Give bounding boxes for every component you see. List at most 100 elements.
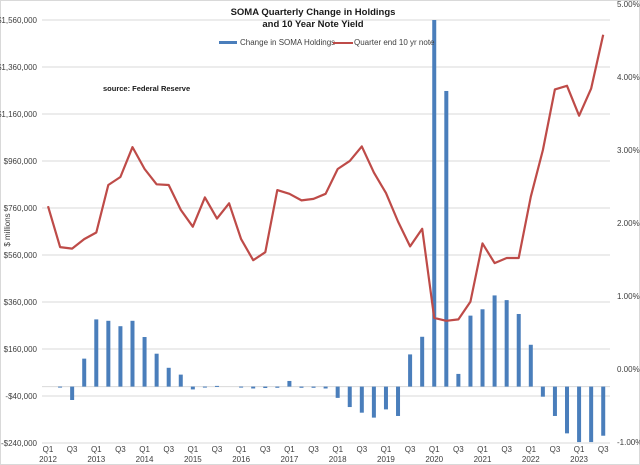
chart-title-line-2: and 10 Year Note Yield	[262, 19, 363, 30]
bar-q3-2019	[408, 354, 413, 387]
x-tick-quarter: Q1	[381, 445, 392, 454]
x-tick-year: 2013	[87, 455, 105, 464]
y-left-tick-label: $960,000	[4, 157, 38, 166]
bar-q3-2021	[504, 300, 509, 387]
legend-label-holdings: Change in SOMA Holdings	[240, 38, 335, 47]
bar-q3-2022	[552, 386, 557, 416]
x-tick-quarter: Q3	[550, 445, 561, 454]
y-axis-left-label: $ millions	[3, 213, 12, 246]
bar-q2-2015	[202, 386, 207, 388]
x-tick-quarter: Q1	[574, 445, 585, 454]
x-tick-quarter: Q1	[188, 445, 199, 454]
x-tick-year: 2019	[377, 455, 395, 464]
bar-q1-2014	[142, 337, 147, 387]
y-left-tick-label: $560,000	[4, 251, 38, 260]
x-tick-quarter: Q3	[212, 445, 223, 454]
bar-q1-2017	[287, 380, 292, 387]
x-tick-quarter: Q3	[308, 445, 319, 454]
bar-q4-2014	[178, 374, 183, 387]
bar-q1-2021	[480, 309, 485, 387]
x-tick-quarter: Q1	[332, 445, 343, 454]
bar-q2-2016	[251, 386, 256, 389]
bar-q1-2018	[335, 386, 340, 398]
bar-q1-2019	[383, 386, 388, 410]
bar-q2-2023	[589, 386, 594, 443]
y-right-tick-label: 3.00%	[617, 146, 640, 155]
bar-q1-2016	[239, 386, 244, 388]
bar-q2-2018	[347, 386, 352, 408]
bar-q4-2019	[420, 336, 425, 387]
x-tick-quarter: Q3	[115, 445, 126, 454]
chart-title-line-1: SOMA Quarterly Change in Holdings	[231, 7, 396, 18]
bar-q1-2015	[190, 386, 195, 390]
x-tick-quarter: Q1	[139, 445, 150, 454]
x-tick-quarter: Q1	[236, 445, 247, 454]
bar-q2-2019	[396, 386, 401, 416]
y-left-tick-label: $1,160,000	[0, 110, 38, 119]
x-tick-quarter: Q1	[91, 445, 102, 454]
bar-q3-2015	[214, 385, 219, 387]
x-tick-quarter: Q1	[429, 445, 440, 454]
bar-q3-2017	[311, 386, 316, 388]
bar-q1-2013	[94, 319, 99, 387]
x-tick-year: 2012	[39, 455, 57, 464]
x-tick-quarter: Q3	[405, 445, 416, 454]
x-tick-quarter: Q1	[477, 445, 488, 454]
source-annotation: source: Federal Reserve	[103, 84, 190, 93]
x-tick-year: 2015	[184, 455, 202, 464]
bar-q2-2017	[299, 386, 304, 388]
y-left-tick-label: $1,360,000	[0, 63, 38, 72]
bar-q4-2013	[130, 320, 135, 387]
x-tick-year: 2014	[136, 455, 154, 464]
x-tick-quarter: Q1	[525, 445, 536, 454]
x-tick-quarter: Q3	[67, 445, 78, 454]
x-tick-year: 2020	[425, 455, 443, 464]
x-tick-quarter: Q3	[453, 445, 464, 454]
y-left-tick-label: $360,000	[4, 298, 38, 307]
y-left-tick-label: -$40,000	[5, 392, 37, 401]
x-tick-year: 2022	[522, 455, 540, 464]
bar-q1-2023	[577, 386, 582, 443]
bar-q1-2020	[432, 20, 437, 387]
bar-q2-2020	[444, 90, 449, 387]
x-tick-quarter: Q3	[260, 445, 271, 454]
x-tick-year: 2018	[329, 455, 347, 464]
legend-swatch-line	[333, 42, 353, 44]
bar-q2-2014	[154, 353, 159, 387]
bar-q1-2022	[528, 344, 533, 387]
x-tick-year: 2023	[570, 455, 588, 464]
y-right-tick-label: 5.00%	[617, 0, 640, 9]
bar-q3-2018	[359, 386, 364, 413]
bar-q4-2018	[371, 386, 376, 418]
bar-q4-2022	[565, 386, 570, 434]
y-left-tick-label: $760,000	[4, 204, 38, 213]
bar-q4-2021	[516, 313, 521, 387]
bar-q2-2013	[106, 320, 111, 387]
y-left-tick-label: $160,000	[4, 345, 38, 354]
y-right-tick-label: 0.00%	[617, 365, 640, 374]
legend-label-yield: Quarter end 10 yr note	[354, 38, 435, 47]
bar-q4-2016	[275, 386, 280, 388]
x-tick-quarter: Q3	[356, 445, 367, 454]
bar-q4-2012	[82, 358, 87, 387]
x-tick-year: 2016	[232, 455, 250, 464]
x-tick-quarter: Q3	[163, 445, 174, 454]
y-right-tick-label: 1.00%	[617, 292, 640, 301]
bar-q3-2020	[456, 373, 461, 387]
bar-q3-2016	[263, 386, 268, 389]
bar-q4-2017	[323, 386, 328, 389]
bar-q3-2014	[166, 367, 171, 387]
bar-q3-2012	[70, 386, 75, 400]
y-left-tick-label: $1,560,000	[0, 16, 38, 25]
x-tick-quarter: Q1	[284, 445, 295, 454]
x-tick-quarter: Q3	[598, 445, 609, 454]
x-tick-quarter: Q1	[43, 445, 54, 454]
bar-q2-2012	[58, 386, 63, 388]
bar-q3-2013	[118, 326, 123, 387]
y-right-tick-label: -1.00%	[617, 438, 640, 447]
y-right-tick-label: 2.00%	[617, 219, 640, 228]
bar-q2-2022	[540, 386, 545, 397]
y-left-tick-label: -$240,000	[1, 439, 38, 448]
